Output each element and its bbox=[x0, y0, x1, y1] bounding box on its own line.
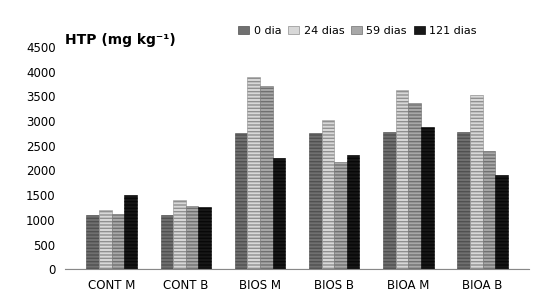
Bar bbox=[124, 195, 137, 269]
Bar bbox=[186, 206, 199, 269]
Bar bbox=[248, 77, 260, 269]
Bar bbox=[99, 210, 112, 269]
Text: HTP (mg kg⁻¹): HTP (mg kg⁻¹) bbox=[65, 33, 176, 47]
Bar bbox=[421, 127, 434, 269]
Bar bbox=[458, 132, 470, 269]
Bar bbox=[383, 132, 396, 269]
Legend: 0 dia, 24 dias, 59 dias, 121 dias: 0 dia, 24 dias, 59 dias, 121 dias bbox=[238, 26, 477, 36]
Bar bbox=[470, 95, 483, 269]
Bar bbox=[309, 134, 322, 269]
Bar bbox=[334, 161, 347, 269]
Bar bbox=[483, 151, 495, 269]
Bar bbox=[86, 215, 99, 269]
Bar bbox=[173, 200, 186, 269]
Bar bbox=[495, 175, 508, 269]
Bar bbox=[322, 120, 334, 269]
Bar bbox=[273, 158, 285, 269]
Bar bbox=[396, 91, 409, 269]
Bar bbox=[160, 215, 173, 269]
Bar bbox=[199, 207, 211, 269]
Bar bbox=[347, 155, 360, 269]
Bar bbox=[260, 86, 273, 269]
Bar bbox=[409, 103, 421, 269]
Bar bbox=[112, 215, 124, 269]
Bar bbox=[235, 134, 248, 269]
